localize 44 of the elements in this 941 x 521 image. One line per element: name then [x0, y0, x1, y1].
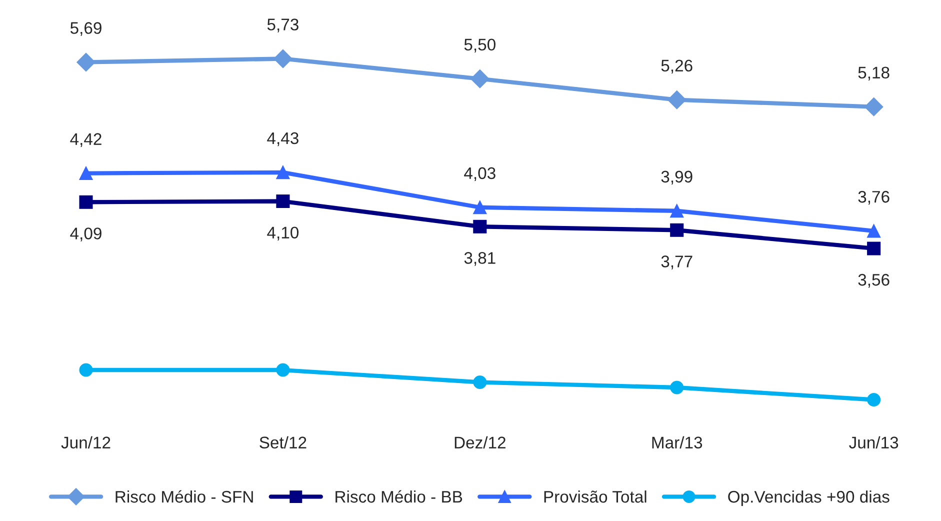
- point: [864, 97, 884, 116]
- legend-label: Op.Vencidas +90 dias: [728, 490, 890, 506]
- point: [274, 49, 292, 68]
- point: [473, 375, 487, 390]
- point: [867, 392, 881, 407]
- point: [470, 69, 490, 88]
- legend-label: Risco Médio - SFN: [116, 490, 253, 503]
- point: [670, 223, 684, 237]
- data-label: 4,42: [70, 133, 102, 147]
- point: [276, 194, 290, 208]
- data-label: 5,18: [858, 66, 890, 80]
- point: [473, 220, 487, 234]
- x-tick-label: Jun/13: [849, 436, 898, 448]
- x-tick-label: Jun/12: [61, 436, 110, 448]
- x-tick-label: Mar/13: [652, 436, 702, 448]
- data-label: 3,76: [858, 190, 890, 205]
- legend-label: Risco Médio - BB: [336, 490, 462, 503]
- data-label: 3,81: [464, 252, 496, 266]
- x-tick-label: Set/12: [260, 436, 306, 448]
- data-label: 5,69: [70, 22, 102, 36]
- data-label: 3,56: [858, 274, 890, 288]
- point: [79, 166, 93, 180]
- point: [867, 242, 881, 256]
- point: [276, 166, 290, 180]
- data-label: 4,43: [267, 132, 298, 146]
- point: [276, 363, 290, 377]
- point: [668, 90, 686, 110]
- point: [79, 195, 93, 209]
- data-label: 4,03: [464, 167, 496, 182]
- data-label: 3,99: [661, 170, 692, 185]
- data-label: 3,77: [661, 256, 692, 270]
- legend-label: Provisão Total: [544, 490, 646, 503]
- point: [473, 200, 487, 214]
- point: [76, 52, 96, 72]
- x-tick-label: Dez/12: [454, 436, 506, 448]
- point: [670, 204, 684, 218]
- data-label: 5,50: [464, 38, 496, 53]
- data-label: 5,26: [661, 60, 692, 74]
- data-label: 4,10: [267, 226, 299, 240]
- data-label: 4,09: [70, 228, 102, 242]
- point: [79, 363, 93, 377]
- point: [867, 224, 881, 238]
- point: [670, 380, 684, 394]
- data-label: 5,73: [267, 18, 298, 32]
